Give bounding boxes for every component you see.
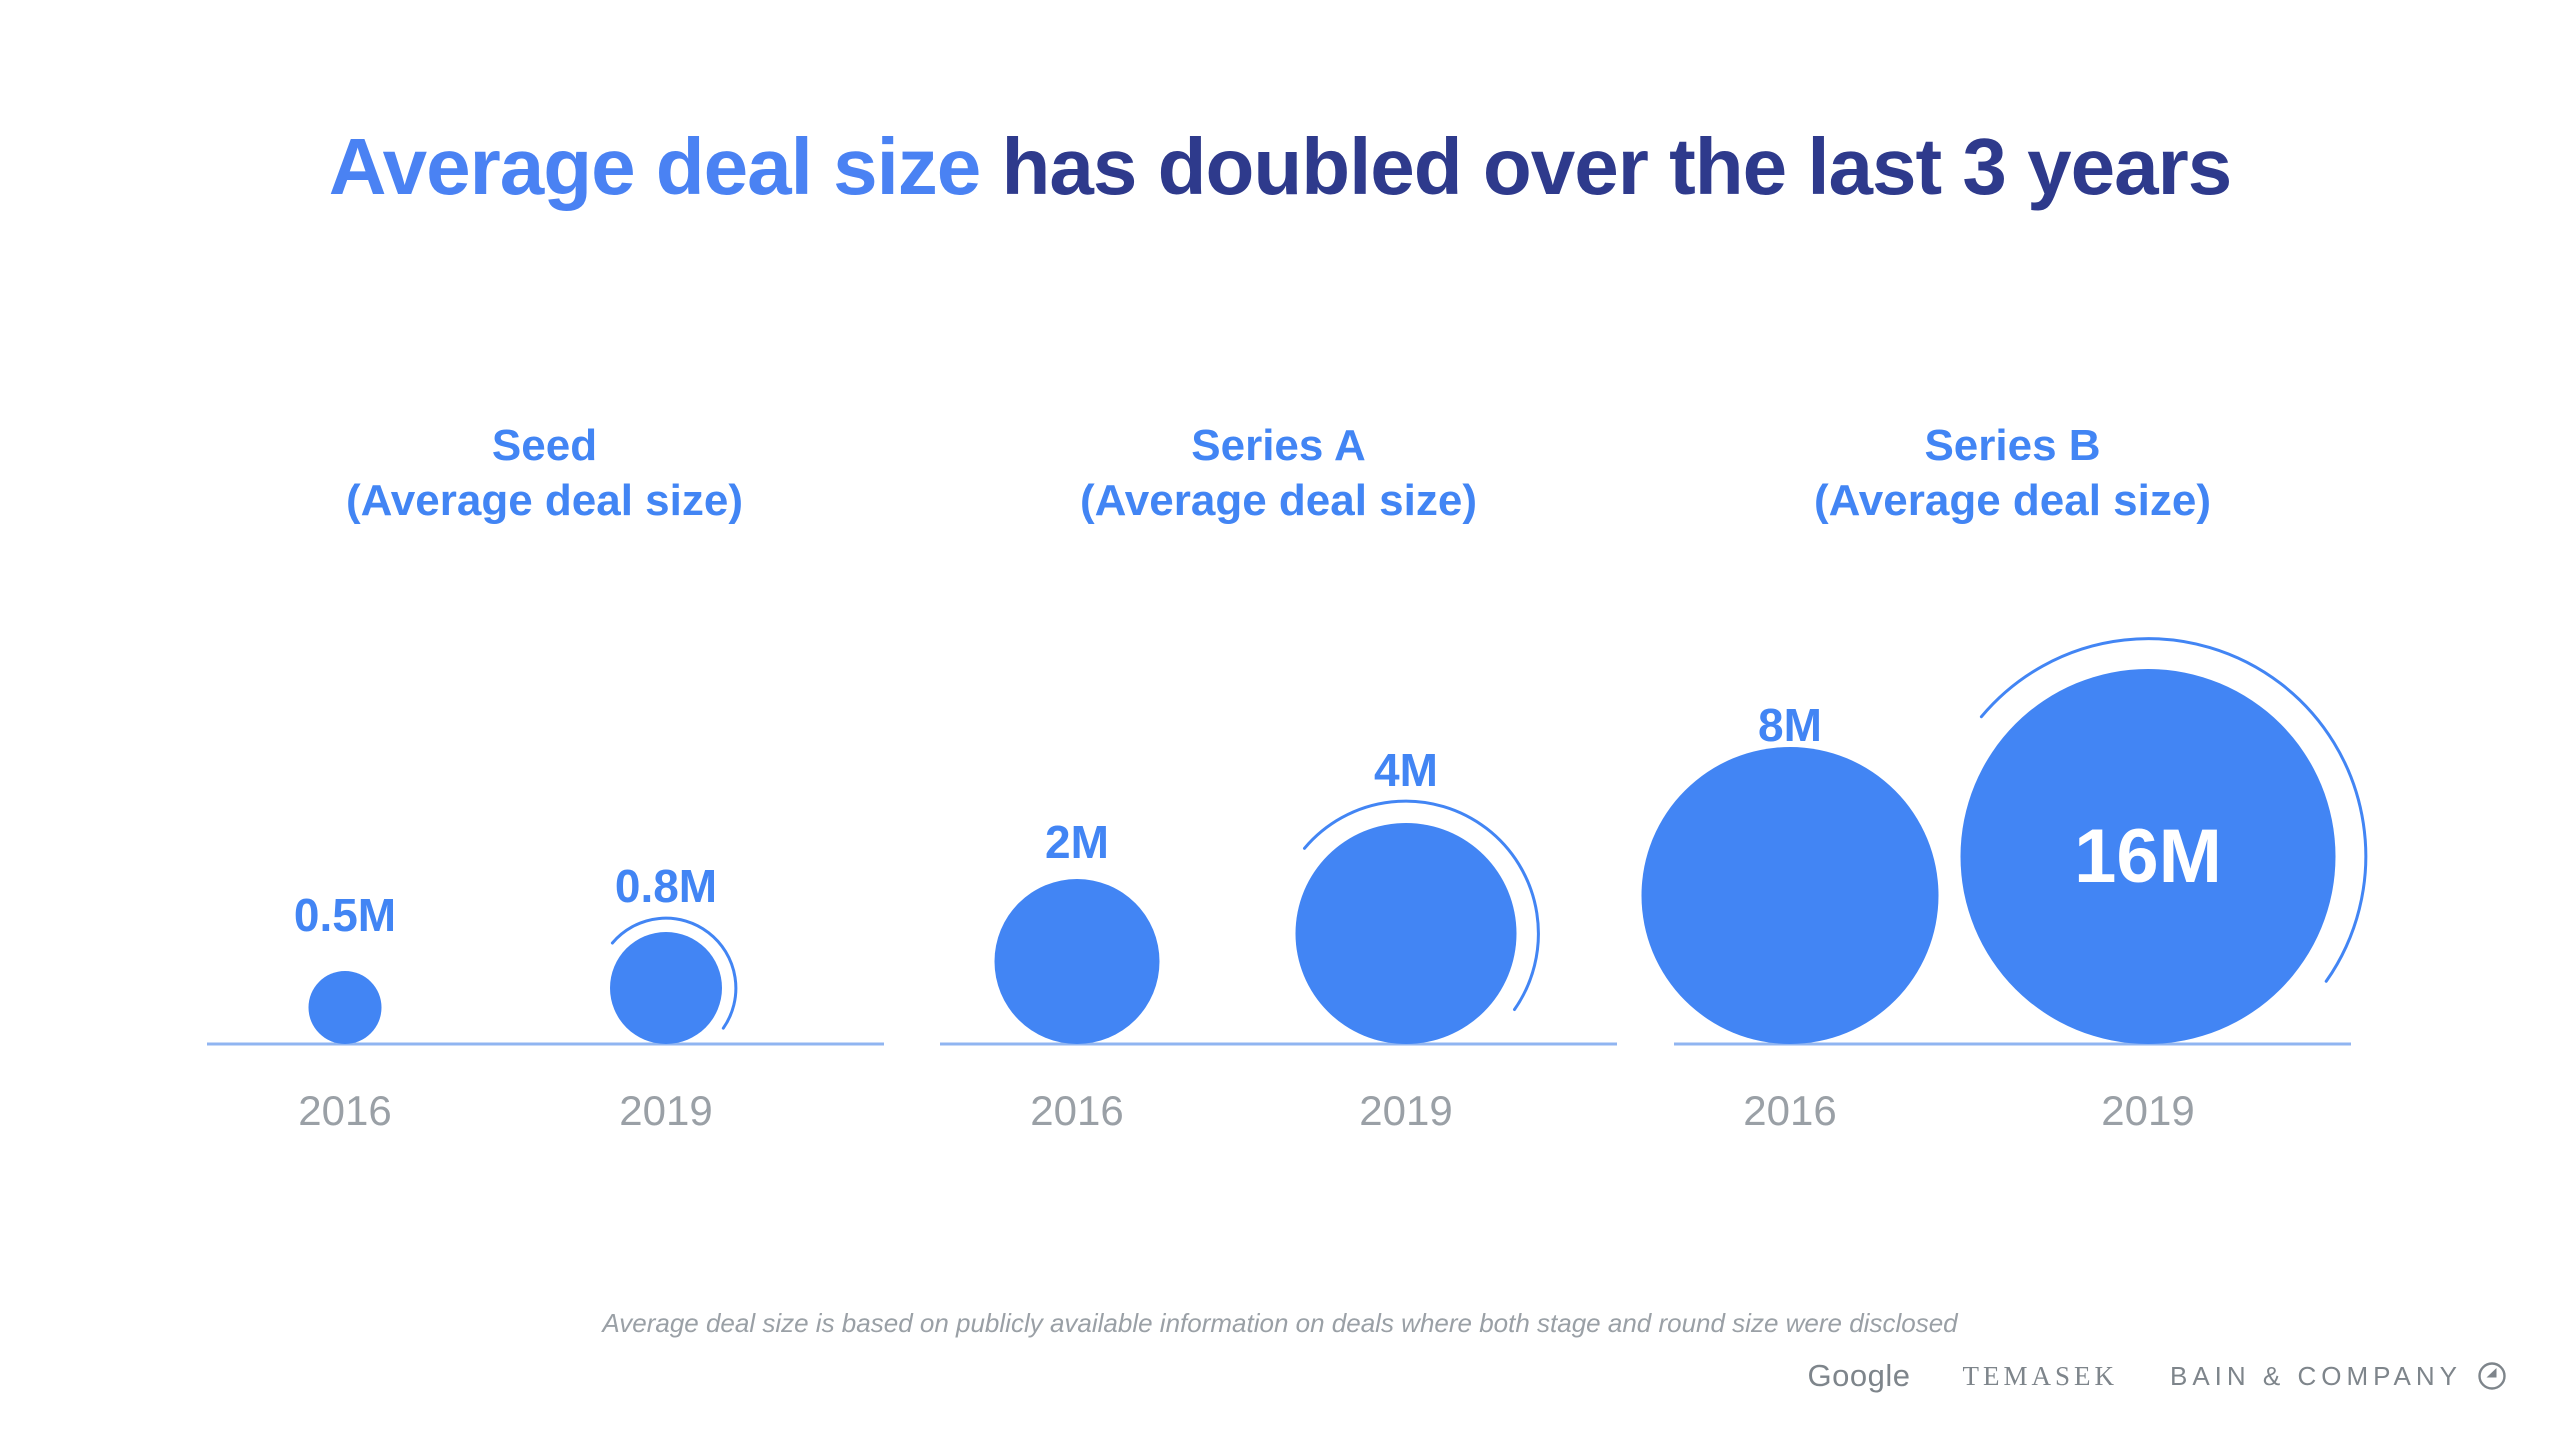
group-title-series-a-subtitle: (Average deal size) bbox=[1080, 476, 1477, 525]
value-label-series-a-2016: 2M bbox=[1045, 816, 1109, 868]
group-title-series-a: Series A (Average deal size) bbox=[940, 418, 1617, 528]
year-label-series-a-2016: 2016 bbox=[1030, 1087, 1123, 1134]
page-title-rest: has doubled over the last 3 years bbox=[980, 122, 2233, 211]
bubble-series-b-2019 bbox=[1960, 669, 2336, 1044]
value-label-seed-2016: 0.5M bbox=[294, 889, 396, 941]
value-label-seed-2019: 0.8M bbox=[615, 860, 717, 912]
bubble-series-a-2016 bbox=[994, 879, 1160, 1044]
halo-arc-series-b-2019 bbox=[1979, 637, 2368, 983]
value-label-series-b-2019: 16M bbox=[2074, 814, 2222, 899]
bubble-seed-2019 bbox=[610, 932, 722, 1044]
year-label-series-a-2019: 2019 bbox=[1359, 1087, 1452, 1134]
google-logo: Google bbox=[1807, 1358, 1911, 1393]
year-label-seed-2016: 2016 bbox=[298, 1087, 391, 1134]
group-title-series-b-name: Series B bbox=[1924, 421, 2101, 470]
bubble-seed-2016 bbox=[308, 971, 382, 1044]
logo-row: Google TEMASEK BAIN & COMPANY bbox=[1808, 1358, 2508, 1394]
group-title-series-a-name: Series A bbox=[1191, 421, 1366, 470]
year-label-seed-2019: 2019 bbox=[619, 1087, 712, 1134]
temasek-logo: TEMASEK bbox=[1962, 1360, 2118, 1391]
bubble-series-a-2019 bbox=[1295, 823, 1517, 1044]
value-label-series-a-2019: 4M bbox=[1374, 744, 1438, 796]
group-title-seed-name: Seed bbox=[491, 421, 598, 470]
bain-compass-icon bbox=[2478, 1362, 2506, 1390]
page-title: Average deal size has doubled over the l… bbox=[0, 112, 2560, 232]
bain-company-logo: BAIN & COMPANY bbox=[2170, 1360, 2508, 1392]
year-label-series-b-2019: 2019 bbox=[2101, 1087, 2194, 1134]
group-title-seed-subtitle: (Average deal size) bbox=[346, 476, 743, 525]
group-title-series-b: Series B (Average deal size) bbox=[1674, 418, 2351, 528]
bubble-series-b-2016 bbox=[1641, 747, 1939, 1044]
bain-company-logo-text: BAIN & COMPANY bbox=[2169, 1360, 2462, 1391]
value-label-series-b-2016: 8M bbox=[1758, 699, 1822, 751]
group-title-series-b-subtitle: (Average deal size) bbox=[1814, 476, 2211, 525]
halo-arc-seed-2019 bbox=[610, 916, 738, 1030]
halo-arc-series-a-2019 bbox=[1303, 799, 1540, 1011]
footnote: Average deal size is based on publicly a… bbox=[602, 1308, 1958, 1338]
group-title-seed: Seed (Average deal size) bbox=[206, 418, 883, 528]
page-title-highlight: Average deal size bbox=[328, 122, 982, 211]
year-label-series-b-2016: 2016 bbox=[1743, 1087, 1836, 1134]
